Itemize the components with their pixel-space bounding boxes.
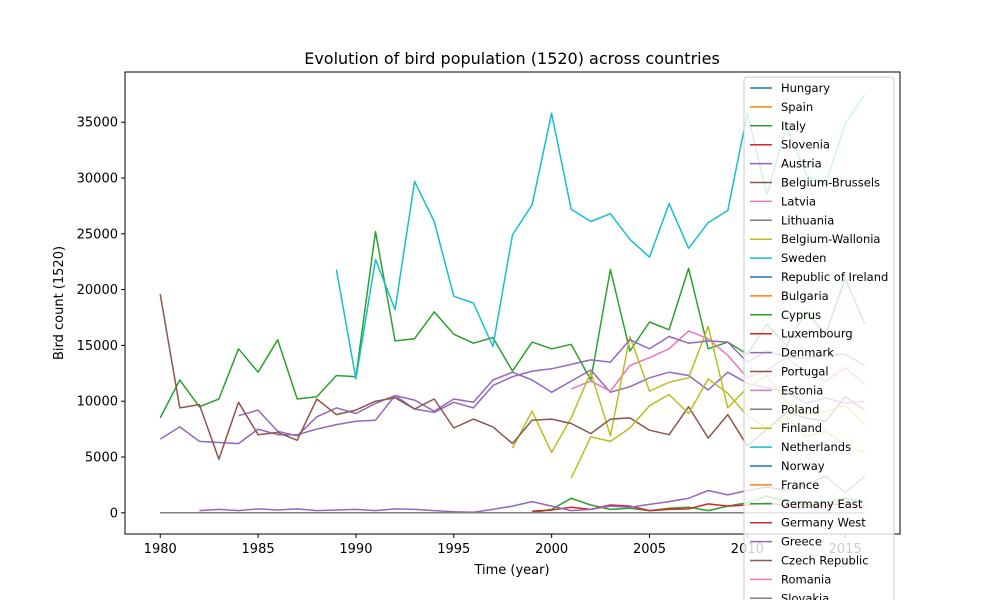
legend-label: Estonia (781, 383, 823, 397)
legend-label: Latvia (781, 194, 816, 208)
legend-label: Hungary (781, 81, 830, 95)
y-tick-label: 0 (110, 506, 118, 521)
y-tick-label: 25000 (77, 227, 118, 242)
legend-label: Finland (781, 421, 822, 435)
legend-label: Slovenia (781, 138, 830, 152)
legend-label: France (781, 478, 819, 492)
y-axis-label: Bird count (1520) (52, 246, 67, 360)
legend-label: Sweden (781, 251, 826, 265)
legend-label: Poland (781, 402, 819, 416)
legend-label: Romania (781, 572, 831, 586)
legend-label: Belgium-Brussels (781, 176, 880, 190)
legend-label: Cyprus (781, 308, 821, 322)
x-axis-label: Time (year) (473, 563, 549, 578)
legend-label: Luxembourg (781, 327, 853, 341)
chart-title: Evolution of bird population (1520) acro… (304, 49, 720, 68)
legend-label: Germany West (781, 516, 866, 530)
legend-label: Bulgaria (781, 289, 829, 303)
y-tick-label: 35000 (77, 116, 118, 131)
legend-label: Greece (781, 535, 822, 549)
y-axis-ticks: 0 5000 10000 15000 20000 25000 30000 35000 (77, 116, 125, 521)
x-tick-label: 2005 (633, 542, 666, 557)
legend-label: Netherlands (781, 440, 851, 454)
legend-label: Slovakia (781, 591, 829, 600)
legend-label: Denmark (781, 346, 834, 360)
legend-label: Austria (781, 157, 822, 171)
legend-label: Germany East (781, 497, 863, 511)
legend-label: Spain (781, 100, 813, 114)
x-tick-label: 1995 (437, 542, 470, 557)
x-tick-label: 2000 (535, 542, 568, 557)
x-tick-label: 1985 (242, 542, 275, 557)
legend-label: Italy (781, 119, 806, 133)
legend-label: Lithuania (781, 213, 834, 227)
legend-label: Czech Republic (781, 554, 869, 568)
x-tick-label: 1980 (144, 542, 177, 557)
legend: Hungary Spain Italy Slovenia Austria Belgium-… (743, 76, 895, 600)
axes-frame (124, 71, 901, 535)
x-tick-label: 1990 (339, 542, 372, 557)
y-tick-label: 10000 (77, 395, 118, 410)
legend-box (743, 76, 895, 600)
y-tick-label: 30000 (77, 172, 118, 187)
y-tick-label: 20000 (77, 283, 118, 298)
legend-label: Belgium-Wallonia (781, 232, 880, 246)
y-tick-label: 15000 (77, 339, 118, 354)
legend-label: Republic of Ireland (781, 270, 888, 284)
legend-label: Portugal (781, 365, 829, 379)
y-tick-label: 5000 (85, 451, 118, 466)
legend-label: Norway (781, 459, 825, 473)
